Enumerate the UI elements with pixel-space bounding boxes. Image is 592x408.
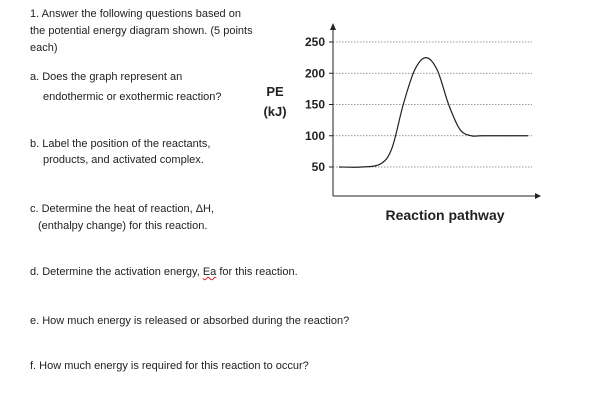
question-b-line2: products, and activated complex. — [43, 154, 204, 166]
question-a-line1: a. Does the graph represent an — [30, 71, 183, 83]
y-tick-labels: 50 100 150 200 250 — [305, 35, 325, 174]
activation-energy-term: Ea — [202, 266, 217, 278]
y-axis-arrow — [330, 23, 336, 30]
question-d: d. Determine the activation energy, Ea f… — [30, 264, 298, 281]
question-e: e. How much energy is released or absorb… — [30, 315, 350, 327]
y-axis-label-unit: (kJ) — [263, 104, 286, 119]
question-c-line2: (enthalpy change) for this reaction. — [38, 220, 208, 232]
energy-curve — [338, 57, 528, 168]
y-tick-label-100: 100 — [305, 129, 325, 143]
gridlines — [329, 41, 532, 168]
x-axis-label: Reaction pathway — [385, 207, 504, 223]
y-tick-label-150: 150 — [305, 98, 325, 112]
worksheet-heading: 1. Answer the following questions based … — [30, 8, 253, 54]
question-a-line2: endothermic or exothermic reaction? — [43, 91, 222, 103]
y-tick-label-50: 50 — [312, 160, 326, 174]
question-c-line1: c. Determine the heat of reaction, ΔH, — [30, 203, 215, 215]
y-tick-label-250: 250 — [305, 35, 325, 49]
y-tick-label-200: 200 — [305, 66, 325, 80]
question-f: f. How much energy is required for this … — [30, 360, 309, 372]
question-d-text: d. Determine the activation energy, — [30, 266, 203, 278]
question-b-line1: b. Label the position of the reactants, — [30, 138, 211, 150]
x-axis-arrow — [535, 193, 541, 199]
question-d-end: for this reaction. — [216, 266, 298, 278]
y-axis-label-pe: PE — [266, 84, 284, 99]
